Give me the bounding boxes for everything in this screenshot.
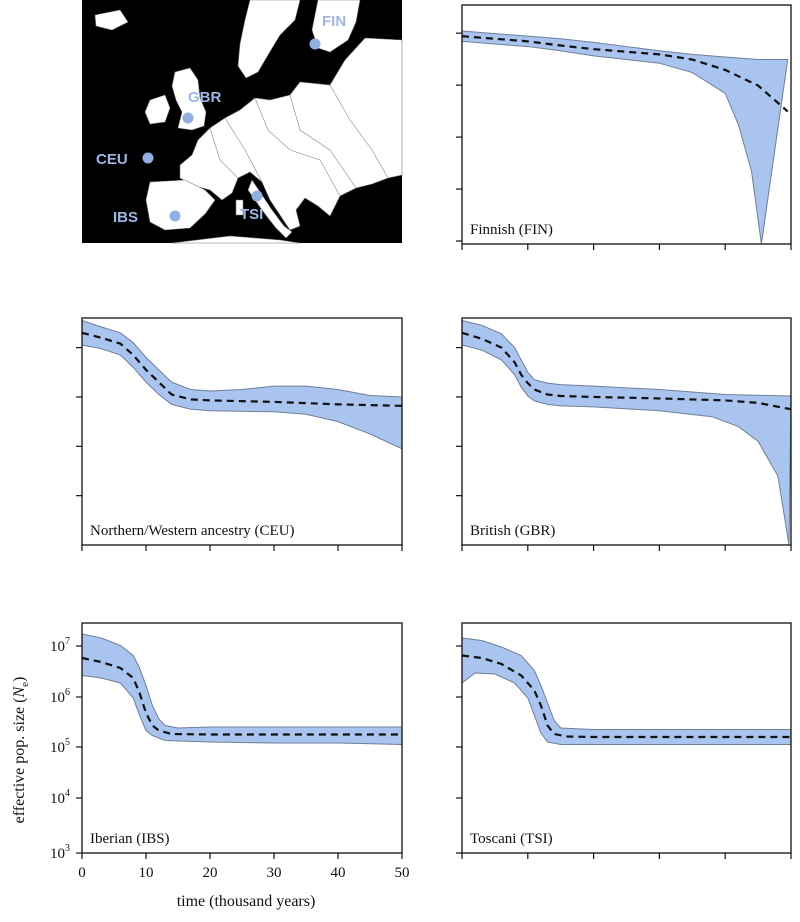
chart-panels: Finnish (FIN) Northern/Western ancestry (… — [50, 4, 792, 881]
chart-panel-4: Iberian (IBS) 103 104 105 106 107 0 10 20 30 40 50 — [50, 622, 410, 881]
y-tick-label-0: 103 — [50, 843, 70, 862]
x-tick-label-2: 20 — [203, 865, 218, 881]
plot-frame-3 — [461, 317, 792, 546]
map-landmass — [94, 0, 403, 244]
y-axis-label-sub: e — [19, 682, 31, 687]
y-tick-label-4: 107 — [50, 636, 70, 655]
ci-band-5 — [462, 637, 791, 745]
median-line-5 — [462, 654, 791, 739]
chart-panel-2: Northern/Western ancestry (CEU) — [76, 317, 403, 551]
median-line-4 — [82, 656, 402, 736]
plot-frame-1 — [461, 4, 792, 245]
y-axis-label: effective pop. size (Ne) — [11, 677, 31, 824]
map-label-gbr: GBR — [188, 89, 222, 106]
chart-panel-5: Toscani (TSI) — [456, 622, 792, 859]
map-marker-ceu — [142, 152, 154, 164]
x-tick-label-0: 0 — [78, 865, 86, 881]
map-label-ceu: CEU — [96, 151, 128, 168]
map-marker-tsi — [251, 190, 263, 202]
x-axis-label: time (thousand years) — [177, 893, 316, 910]
median-line-2 — [82, 331, 402, 407]
map-borders — [209, 84, 389, 197]
plot-frame-4 — [81, 622, 403, 854]
plot-frame-2 — [81, 317, 403, 546]
ci-band-3 — [462, 319, 791, 545]
europe-map: FIN GBR CEU IBS TSI — [82, 0, 403, 244]
panel-title-3: British (GBR) — [470, 523, 555, 539]
map-marker-ibs — [169, 210, 181, 222]
ci-band-2 — [82, 319, 402, 450]
x-tick-label-1: 10 — [139, 865, 154, 881]
ci-band-4 — [82, 633, 402, 746]
chart-panel-1: Finnish (FIN) — [456, 4, 792, 250]
y-tick-label-1: 104 — [50, 788, 70, 807]
map-marker-gbr — [182, 112, 194, 124]
chart-panel-3: British (GBR) — [456, 317, 792, 551]
map-label-tsi: TSI — [240, 206, 263, 223]
panel-title-4: Iberian (IBS) — [90, 831, 170, 847]
ci-band-1 — [462, 30, 789, 244]
x-tick-label-5: 50 — [395, 865, 410, 881]
panel-title-5: Toscani (TSI) — [470, 831, 553, 847]
map-label-fin: FIN — [322, 13, 346, 30]
y-axis-label-symbol: N — [11, 686, 28, 699]
x-tick-label-4: 40 — [331, 865, 346, 881]
map-markers: FIN GBR CEU IBS TSI — [96, 13, 346, 226]
map-label-ibs: IBS — [113, 209, 138, 226]
x-tick-label-3: 30 — [267, 865, 282, 881]
plot-frame-5 — [461, 622, 792, 854]
y-axis-label-main: effective pop. size ( — [11, 698, 28, 824]
median-line-3 — [462, 331, 791, 411]
y-tick-label-2: 105 — [50, 737, 70, 756]
panel-title-2: Northern/Western ancestry (CEU) — [90, 523, 295, 539]
panel-title-1: Finnish (FIN) — [470, 222, 553, 238]
y-axis-label-close: ) — [11, 677, 28, 682]
y-tick-label-3: 106 — [50, 687, 70, 706]
median-line-1 — [462, 35, 789, 113]
map-marker-fin — [309, 38, 321, 50]
